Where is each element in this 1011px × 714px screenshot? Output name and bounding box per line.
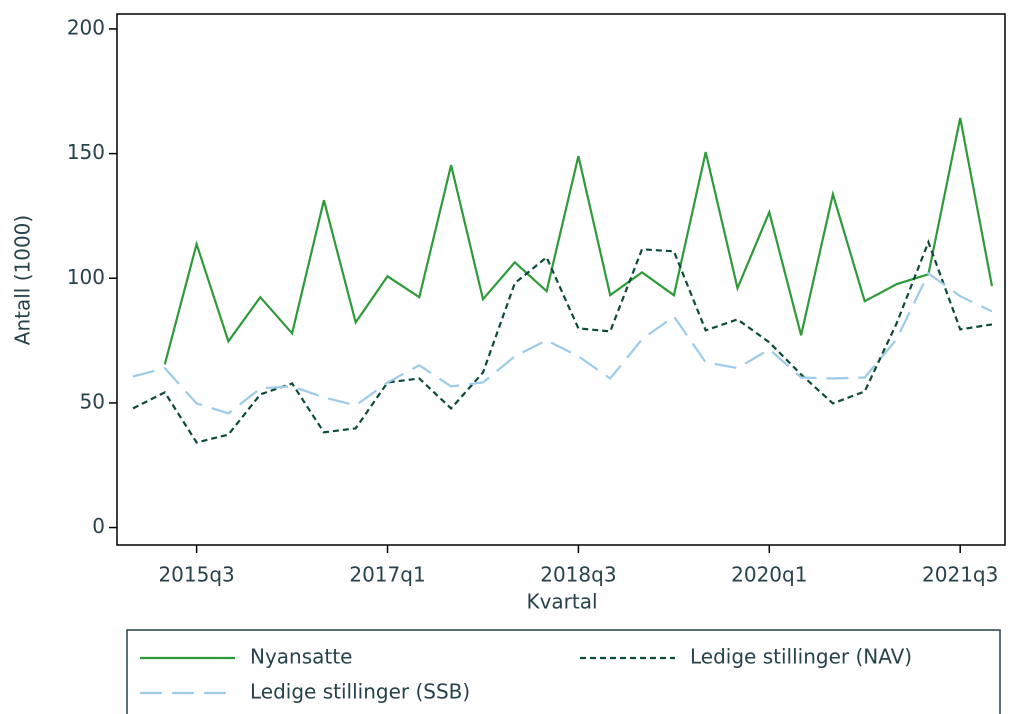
y-tick-label: 150 — [67, 140, 105, 164]
x-tick-label: 2018q3 — [540, 563, 616, 587]
legend-label: Nyansatte — [250, 645, 352, 669]
y-axis-label: Antall (1000) — [11, 215, 35, 345]
series-line — [163, 117, 994, 365]
x-axis-label: Kvartal — [526, 590, 597, 614]
plot-frame — [116, 13, 1006, 546]
x-tick-label: 2015q3 — [158, 563, 234, 587]
legend-box — [126, 629, 1001, 714]
x-tick-label: 2020q1 — [731, 563, 807, 587]
series-line — [132, 271, 993, 415]
x-tick-label: 2021q3 — [922, 563, 998, 587]
y-tick-label: 50 — [80, 389, 105, 413]
y-tick-label: 200 — [67, 15, 105, 39]
x-tick-label: 2017q1 — [349, 563, 425, 587]
y-tick-label: 0 — [92, 514, 105, 538]
legend-label: Ledige stillinger (NAV) — [690, 645, 912, 669]
y-tick-label: 100 — [67, 265, 105, 289]
legend-label: Ledige stillinger (SSB) — [250, 680, 470, 704]
series-line — [132, 238, 993, 444]
